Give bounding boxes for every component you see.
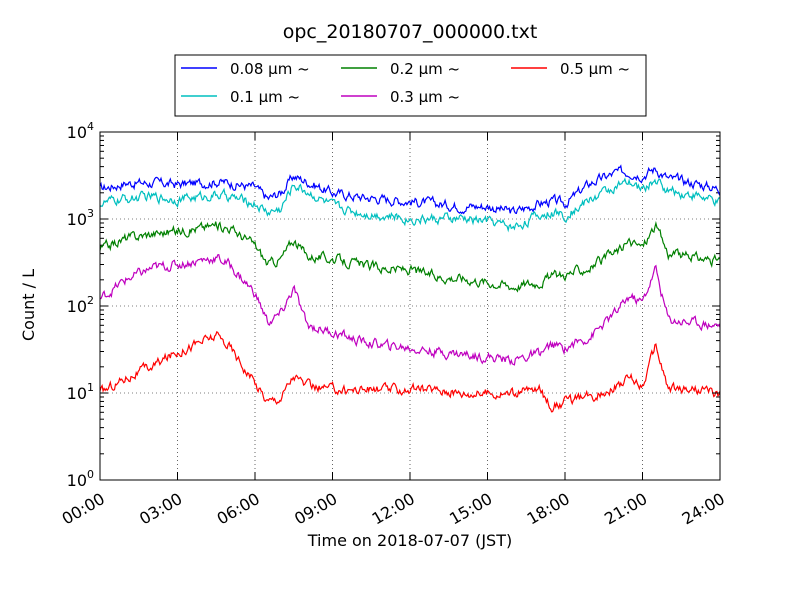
y-tick-label: 100 <box>67 468 94 490</box>
legend-label: 0.5 μm ~ <box>560 60 630 78</box>
x-tick-label: 18:00 <box>524 489 573 529</box>
y-tick-label: 102 <box>67 294 94 316</box>
x-tick-label: 09:00 <box>291 489 340 529</box>
x-axis-label: Time on 2018-07-07 (JST) <box>307 531 512 550</box>
legend-box <box>174 54 647 117</box>
x-tick-label: 00:00 <box>59 489 108 529</box>
legend-label: 0.1 μm ~ <box>230 88 300 106</box>
y-tick-label: 104 <box>67 120 94 142</box>
x-tick-label: 06:00 <box>214 489 263 529</box>
y-tick-label: 103 <box>67 207 94 229</box>
series-line <box>99 331 721 413</box>
series-line <box>99 254 721 366</box>
x-tick-label: 21:00 <box>601 489 650 529</box>
legend-label: 0.2 μm ~ <box>390 60 460 78</box>
x-tick-label: 15:00 <box>446 489 495 529</box>
x-tick-label: 24:00 <box>679 489 728 529</box>
plot-area <box>99 131 721 481</box>
y-tick-label: 101 <box>67 381 94 403</box>
y-axis: 100 101 102 103 104 <box>67 120 720 490</box>
chart-title: opc_20180707_000000.txt <box>283 21 538 43</box>
legend-label: 0.3 μm ~ <box>390 88 460 106</box>
x-tick-label: 12:00 <box>369 489 418 529</box>
series-line <box>99 220 721 293</box>
y-axis-label: Count / L <box>19 269 38 341</box>
series-line <box>99 164 721 215</box>
legend: 0.08 μm ~ 0.1 μm ~ 0.2 μm ~ 0.3 μm ~ 0.5 μm … <box>174 54 647 117</box>
x-tick-label: 03:00 <box>136 489 185 529</box>
series-line <box>99 177 721 233</box>
legend-label: 0.08 μm ~ <box>230 60 310 78</box>
x-axis: 00:00 03:00 06:00 09:00 12:00 15:00 18:00 21:00… <box>59 132 728 529</box>
